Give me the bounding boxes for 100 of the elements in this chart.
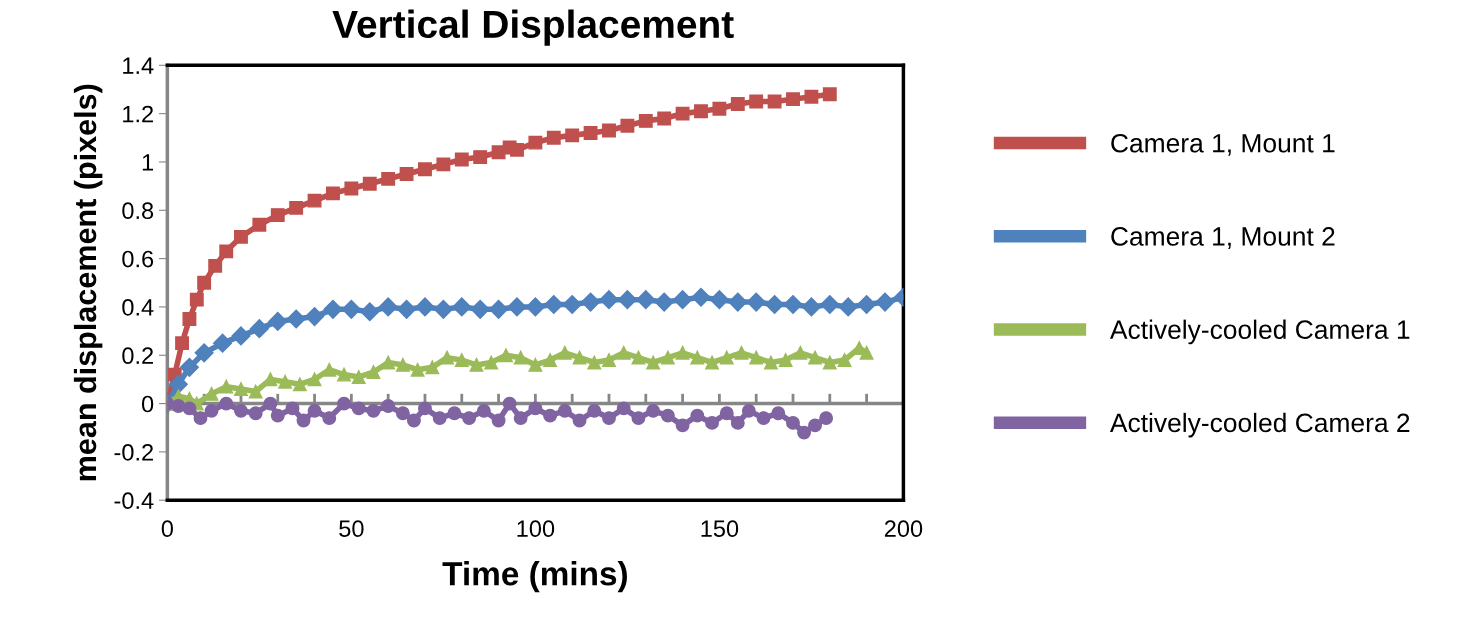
point — [337, 396, 351, 411]
point — [691, 287, 711, 307]
point — [360, 302, 380, 322]
point — [859, 345, 874, 360]
point — [323, 299, 343, 319]
point — [756, 411, 771, 426]
point — [631, 411, 646, 426]
point — [875, 292, 895, 312]
point — [182, 312, 197, 326]
point — [749, 350, 764, 365]
point — [491, 413, 506, 428]
point — [572, 413, 587, 428]
point — [285, 401, 300, 416]
point — [179, 357, 199, 377]
point — [292, 377, 307, 392]
y-tick-label: 0.8 — [122, 202, 154, 220]
point — [749, 94, 764, 109]
point — [252, 217, 267, 232]
point — [337, 367, 351, 382]
point — [307, 193, 322, 208]
legend-label: Camera 1, Mount 2 — [1111, 227, 1335, 249]
point — [351, 370, 366, 384]
point — [767, 94, 782, 109]
point — [719, 350, 734, 365]
point — [278, 374, 293, 389]
point — [528, 135, 543, 150]
point — [193, 411, 208, 426]
point — [838, 297, 858, 317]
point — [646, 403, 661, 418]
point — [528, 357, 543, 372]
point — [219, 396, 234, 411]
point — [719, 406, 734, 421]
x-tick-label: 50 — [339, 520, 364, 538]
point — [565, 128, 580, 143]
point — [675, 106, 690, 121]
point — [395, 406, 410, 421]
point — [344, 181, 359, 196]
point — [362, 176, 377, 191]
point — [219, 244, 234, 259]
point — [171, 399, 186, 413]
point — [819, 411, 834, 426]
point — [654, 292, 674, 312]
x-tick-label: 200 — [884, 520, 923, 538]
x-tick-label: 150 — [701, 520, 739, 538]
point — [587, 355, 602, 370]
point — [305, 307, 325, 327]
point — [182, 401, 197, 416]
point — [657, 111, 672, 126]
point — [436, 157, 451, 172]
point — [544, 294, 564, 315]
point — [366, 365, 381, 380]
point — [705, 415, 719, 430]
y-tick-label: 1.4 — [123, 57, 154, 74]
point — [249, 319, 269, 339]
point — [660, 350, 675, 365]
y-tick-label: -0.2 — [114, 443, 153, 461]
y-tick-label: 1 — [142, 154, 154, 171]
point — [410, 362, 425, 377]
point — [406, 413, 421, 428]
point — [397, 299, 417, 319]
point — [557, 403, 572, 418]
point — [837, 353, 852, 368]
point — [462, 411, 477, 426]
point — [415, 297, 435, 317]
point — [783, 294, 803, 315]
point — [543, 408, 558, 423]
point — [454, 152, 469, 167]
point — [208, 258, 223, 273]
point — [513, 350, 528, 365]
point — [525, 297, 545, 317]
point — [231, 326, 251, 346]
point — [234, 229, 248, 244]
point — [581, 292, 601, 312]
point — [694, 104, 708, 119]
x-tick-label: 100 — [517, 520, 555, 538]
point — [307, 372, 322, 387]
point — [741, 403, 756, 418]
point — [341, 299, 361, 319]
y-axis-title: mean displacement (pixels) — [73, 84, 103, 481]
point — [510, 142, 524, 157]
point — [599, 290, 619, 310]
y-tick-label: 0.2 — [122, 347, 153, 365]
point — [602, 123, 616, 138]
point — [709, 290, 729, 310]
point — [638, 113, 653, 128]
point — [498, 348, 513, 363]
y-tick-label: 1.2 — [123, 105, 153, 123]
y-tick-label: 0.4 — [122, 298, 154, 316]
point — [418, 401, 432, 416]
point — [470, 299, 490, 319]
legend-label: Actively-cooled Camera 2 — [1109, 412, 1410, 438]
point — [712, 101, 727, 116]
point — [425, 360, 440, 375]
point — [617, 290, 637, 310]
point — [189, 292, 204, 307]
point — [616, 345, 631, 360]
point — [797, 425, 811, 440]
point — [543, 353, 558, 368]
point — [366, 403, 381, 418]
point — [378, 297, 398, 317]
